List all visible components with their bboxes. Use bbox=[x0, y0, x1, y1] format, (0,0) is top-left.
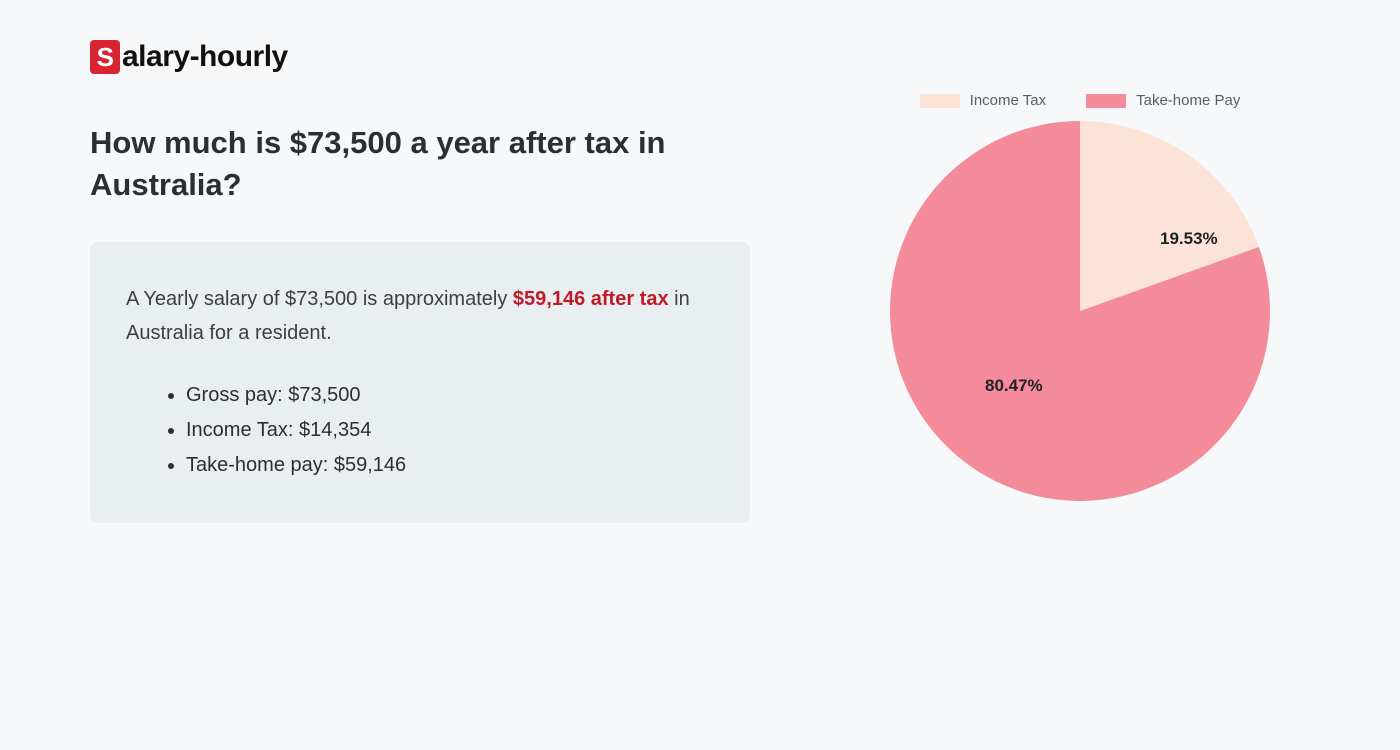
summary-box: A Yearly salary of $73,500 is approximat… bbox=[90, 242, 750, 523]
pie-svg bbox=[890, 121, 1270, 501]
legend-swatch bbox=[1086, 94, 1126, 108]
list-item: Gross pay: $73,500 bbox=[186, 378, 714, 413]
breakdown-list: Gross pay: $73,500 Income Tax: $14,354 T… bbox=[126, 378, 714, 483]
slice-label: 19.53% bbox=[1160, 229, 1218, 249]
legend-swatch bbox=[920, 94, 960, 108]
pie-chart: 19.53% 80.47% bbox=[890, 121, 1270, 501]
legend-item: Income Tax bbox=[920, 92, 1046, 109]
legend-item: Take-home Pay bbox=[1086, 92, 1240, 109]
slice-label: 80.47% bbox=[985, 376, 1043, 396]
list-item: Income Tax: $14,354 bbox=[186, 413, 714, 448]
logo-badge: S bbox=[90, 40, 120, 74]
site-logo: Salary-hourly bbox=[90, 40, 1310, 74]
legend-label: Take-home Pay bbox=[1136, 92, 1240, 109]
summary-highlight: $59,146 after tax bbox=[513, 288, 669, 310]
summary-prefix: A Yearly salary of $73,500 is approximat… bbox=[126, 288, 513, 310]
logo-text: alary-hourly bbox=[122, 40, 288, 74]
summary-text: A Yearly salary of $73,500 is approximat… bbox=[126, 282, 714, 350]
page-title: How much is $73,500 a year after tax in … bbox=[90, 122, 750, 206]
legend-label: Income Tax bbox=[970, 92, 1046, 109]
chart-legend: Income Tax Take-home Pay bbox=[870, 92, 1290, 109]
list-item: Take-home pay: $59,146 bbox=[186, 448, 714, 483]
